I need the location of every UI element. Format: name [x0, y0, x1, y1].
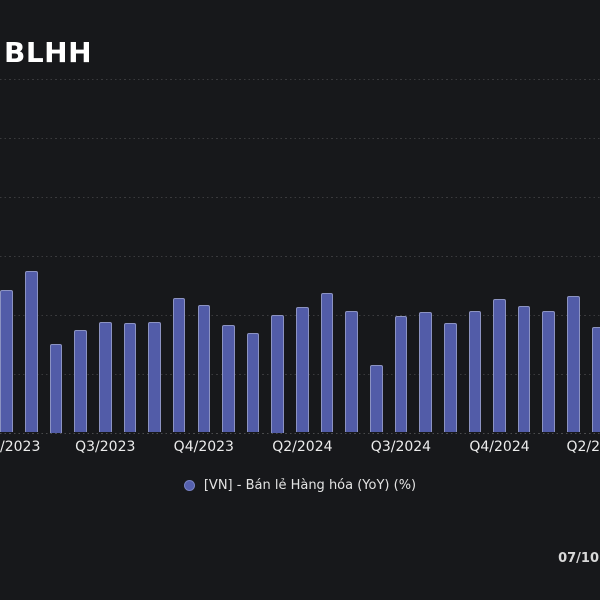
x-axis: /2023 Q3/2023 Q4/2023 Q2/2024 Q3/2024 Q4/2024… [0, 439, 600, 457]
timestamp: 07/10 [558, 551, 599, 566]
bar[interactable] [98, 321, 112, 433]
bar[interactable] [591, 327, 600, 433]
gridline [0, 78, 600, 80]
bar[interactable] [74, 329, 87, 433]
bar[interactable] [0, 289, 13, 433]
bar[interactable] [394, 315, 408, 433]
legend-marker-icon [183, 480, 195, 491]
x-tick-label: /2023 [0, 439, 41, 455]
bar[interactable] [123, 322, 137, 433]
gridline [0, 196, 600, 198]
legend-item-label: [VN] - Bán lẻ Hàng hóa (YoY) (%) [203, 478, 417, 493]
bar[interactable] [246, 333, 260, 433]
x-tick-label: Q3/2024 [370, 439, 432, 455]
gridline [0, 255, 600, 257]
x-axis-baseline [0, 432, 600, 434]
legend: [VN] - Bán lẻ Hàng hóa (YoY) (%) [0, 478, 600, 493]
bar[interactable] [222, 325, 235, 433]
plot-area [0, 78, 600, 434]
bar[interactable] [443, 322, 457, 433]
bar[interactable] [419, 312, 432, 433]
bar[interactable] [197, 305, 211, 433]
chart-title: BLHH [4, 36, 93, 69]
x-tick-label: Q3/2023 [75, 439, 136, 455]
bar[interactable] [493, 299, 506, 433]
bar[interactable] [296, 307, 309, 433]
x-tick-label: Q4/2024 [469, 439, 530, 455]
bar[interactable] [370, 365, 383, 433]
bar[interactable] [148, 321, 161, 433]
x-tick-label: Q4/2023 [173, 439, 234, 455]
bar[interactable] [271, 314, 285, 433]
bar[interactable] [25, 270, 38, 433]
gridline [0, 137, 600, 139]
bar[interactable] [172, 297, 186, 433]
bar[interactable] [567, 295, 580, 433]
x-tick-label: Q2/2024 [272, 439, 333, 455]
bar[interactable] [542, 310, 556, 433]
legend-item[interactable]: [VN] - Bán lẻ Hàng hóa (YoY) (%) [183, 478, 417, 493]
bar[interactable] [345, 310, 358, 433]
bar[interactable] [49, 344, 63, 433]
x-tick-label: Q2/2 [566, 439, 600, 455]
bar[interactable] [468, 310, 482, 433]
bar[interactable] [320, 293, 334, 433]
bar[interactable] [517, 306, 531, 433]
